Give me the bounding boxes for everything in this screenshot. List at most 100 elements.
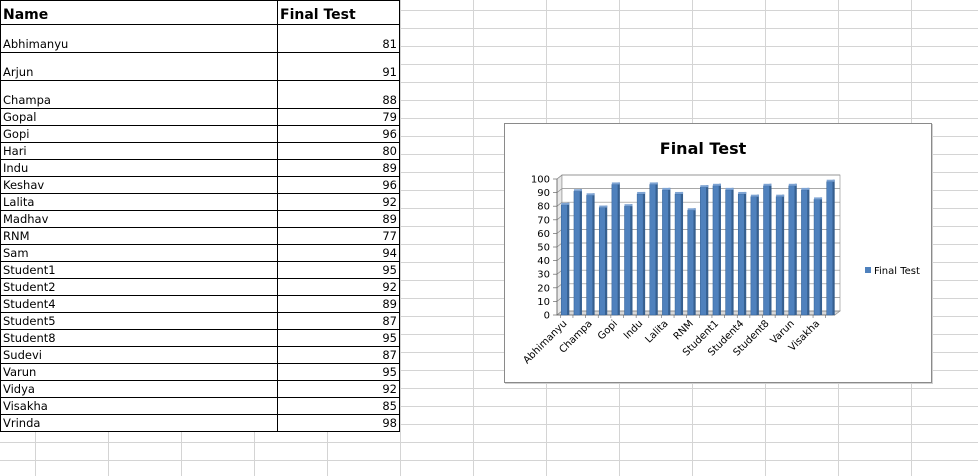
- name-cell[interactable]: Abhimanyu: [0, 24, 278, 53]
- header-score-cell[interactable]: Final Test: [277, 0, 400, 25]
- bar-top: [649, 182, 658, 185]
- table-row: Vidya 92: [0, 380, 400, 398]
- score-cell[interactable]: 89: [277, 210, 400, 228]
- name-cell[interactable]: Visakha: [0, 397, 278, 415]
- y-tick-label: 20: [537, 283, 550, 294]
- score-cell[interactable]: 95: [277, 329, 400, 347]
- score-cell[interactable]: 95: [277, 261, 400, 279]
- bar: [687, 210, 694, 316]
- name-cell[interactable]: Hari: [0, 142, 278, 160]
- score-cell[interactable]: 91: [277, 52, 400, 81]
- score-cell[interactable]: 85: [277, 397, 400, 415]
- score-cell[interactable]: 94: [277, 244, 400, 262]
- gridline: [556, 201, 840, 207]
- bar: [700, 186, 707, 316]
- bar-top: [675, 191, 684, 194]
- score-cell[interactable]: 96: [277, 176, 400, 194]
- bar-side: [655, 182, 658, 315]
- table-row: Student8 95: [0, 329, 400, 347]
- table-row: Lalita 92: [0, 193, 400, 211]
- bar-top: [637, 191, 646, 194]
- bar: [624, 205, 631, 316]
- table-row: Student2 92: [0, 278, 400, 296]
- name-cell[interactable]: Student4: [0, 295, 278, 313]
- name-cell[interactable]: Indu: [0, 159, 278, 177]
- bar-top: [725, 187, 734, 190]
- name-cell[interactable]: Champa: [0, 80, 278, 109]
- bar: [598, 207, 606, 316]
- name-cell[interactable]: RNM: [0, 227, 278, 245]
- score-cell[interactable]: 88: [277, 80, 400, 109]
- name-cell[interactable]: Student1: [0, 261, 278, 279]
- bar: [801, 189, 808, 316]
- bar-top: [662, 187, 671, 190]
- header-name-cell[interactable]: Name: [0, 0, 278, 25]
- score-cell[interactable]: 92: [277, 278, 400, 296]
- score-cell[interactable]: 89: [277, 159, 400, 177]
- name-cell[interactable]: Gopi: [0, 125, 278, 143]
- legend-swatch: [865, 267, 871, 273]
- y-tick-label: 80: [537, 202, 550, 213]
- bar-side: [756, 194, 759, 315]
- bar: [813, 199, 821, 316]
- bar-top: [750, 194, 759, 197]
- bar: [750, 196, 758, 316]
- name-cell[interactable]: Student8: [0, 329, 278, 347]
- y-tick-label: 50: [537, 243, 550, 254]
- bar-side: [630, 204, 633, 315]
- table-row: Student4 89: [0, 295, 400, 313]
- score-cell[interactable]: 96: [277, 125, 400, 143]
- score-cell[interactable]: 81: [277, 24, 400, 53]
- bar: [826, 181, 833, 316]
- y-tick-label: 10: [537, 297, 550, 308]
- score-cell[interactable]: 77: [277, 227, 400, 245]
- name-cell[interactable]: Sudevi: [0, 346, 278, 364]
- name-cell[interactable]: Lalita: [0, 193, 278, 211]
- table-row: Arjun 91: [0, 52, 400, 81]
- score-cell[interactable]: 95: [277, 363, 400, 381]
- bar-top: [826, 179, 835, 182]
- bar-side: [681, 191, 684, 315]
- name-cell[interactable]: Keshav: [0, 176, 278, 194]
- score-cell[interactable]: 92: [277, 193, 400, 211]
- bar: [649, 184, 657, 316]
- score-cell[interactable]: 87: [277, 346, 400, 364]
- chart-title: Final Test: [660, 139, 747, 158]
- bar-top: [814, 197, 823, 200]
- name-cell[interactable]: Vidya: [0, 380, 278, 398]
- bar-top: [788, 183, 797, 186]
- score-cell[interactable]: 92: [277, 380, 400, 398]
- bar-side: [731, 187, 734, 315]
- name-cell[interactable]: Sam: [0, 244, 278, 262]
- y-tick-label: 100: [531, 175, 550, 186]
- bar: [561, 204, 568, 316]
- bar-side: [769, 183, 772, 315]
- name-cell[interactable]: Varun: [0, 363, 278, 381]
- bar: [763, 185, 770, 316]
- table-row: Indu 89: [0, 159, 400, 177]
- y-tick-label: 40: [537, 256, 550, 267]
- score-cell[interactable]: 87: [277, 312, 400, 330]
- bar: [725, 189, 732, 316]
- name-cell[interactable]: Gopal: [0, 108, 278, 126]
- score-cell[interactable]: 79: [277, 108, 400, 126]
- name-cell[interactable]: Vrinda: [0, 414, 278, 432]
- score-cell[interactable]: 98: [277, 414, 400, 432]
- bar-chart[interactable]: Final Test 0 10 20 30 40 50 60 70 80 90 100 Abhimany…: [504, 123, 932, 383]
- bar: [662, 189, 669, 316]
- table-row: Gopi 96: [0, 125, 400, 143]
- table-row: Champa 88: [0, 80, 400, 109]
- table-row: Student1 95: [0, 261, 400, 279]
- name-cell[interactable]: Student5: [0, 312, 278, 330]
- score-cell[interactable]: 89: [277, 295, 400, 313]
- bar: [788, 185, 796, 316]
- name-cell[interactable]: Arjun: [0, 52, 278, 81]
- name-cell[interactable]: Madhav: [0, 210, 278, 228]
- name-cell[interactable]: Student2: [0, 278, 278, 296]
- score-cell[interactable]: 80: [277, 142, 400, 160]
- table-row: Madhav 89: [0, 210, 400, 228]
- y-tick-label: 0: [544, 311, 550, 322]
- bar-side: [617, 182, 620, 315]
- bar-top: [599, 205, 608, 208]
- bar-side: [579, 189, 582, 315]
